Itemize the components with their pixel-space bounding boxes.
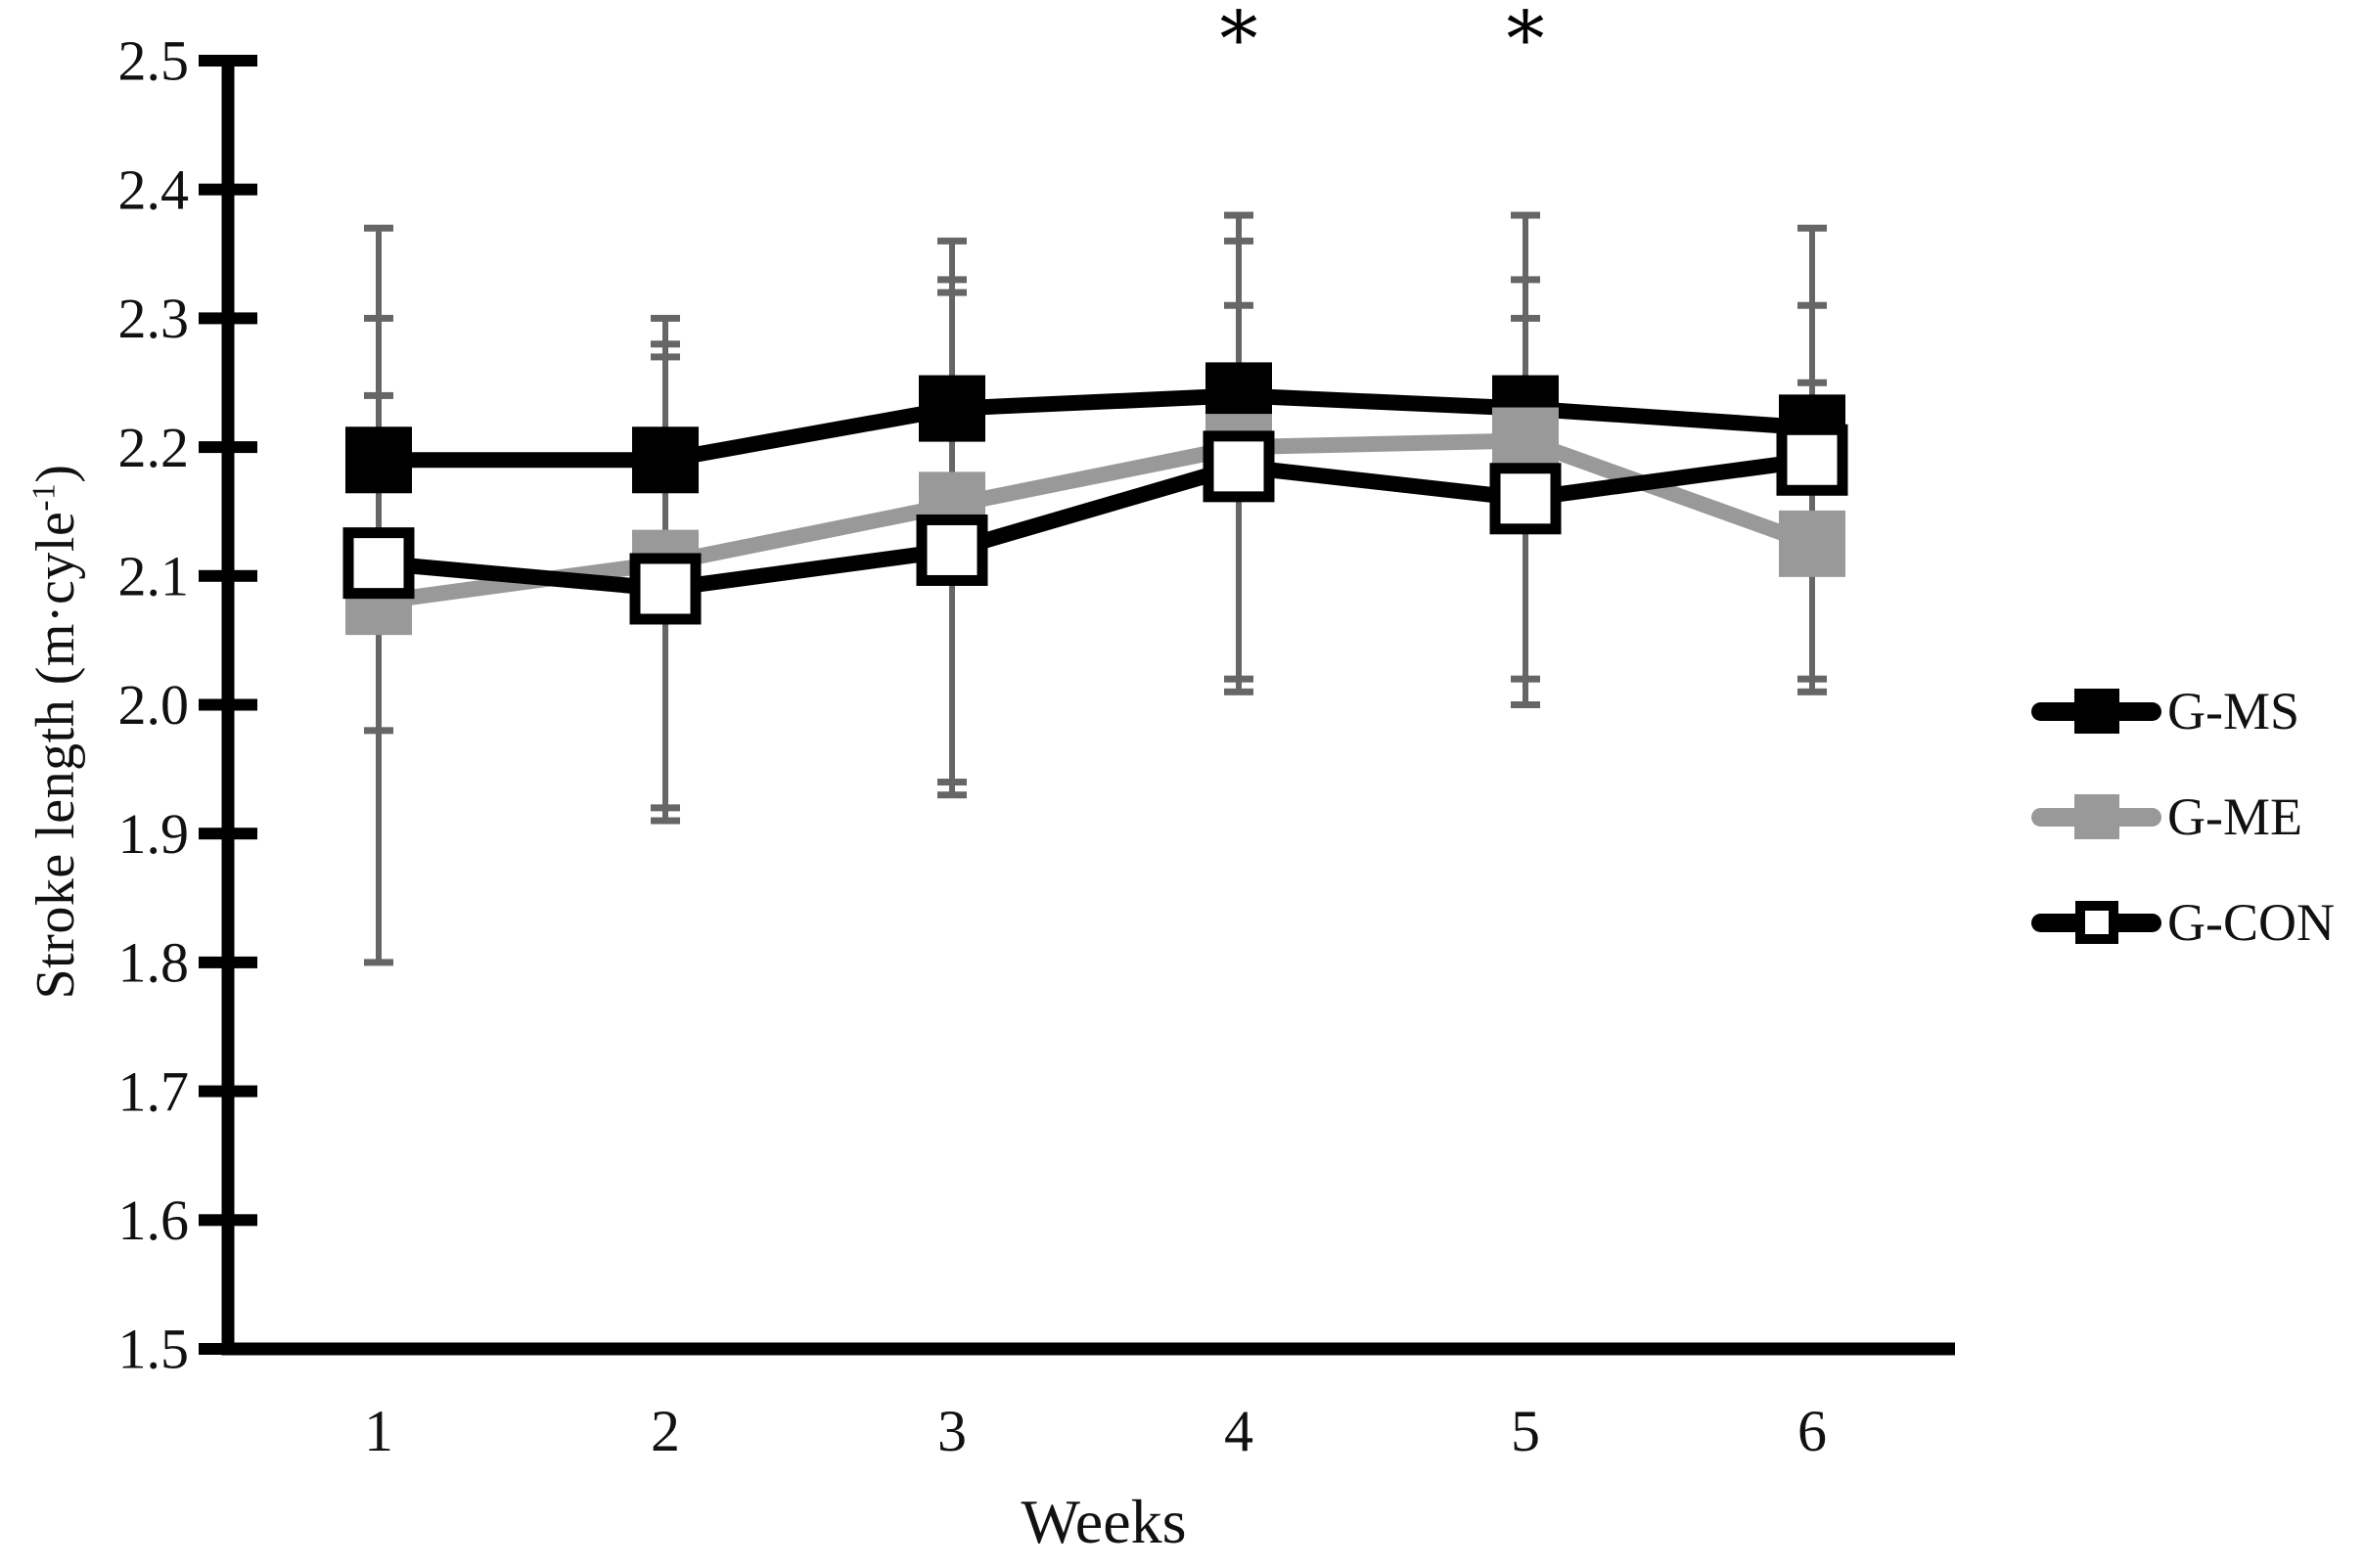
marker-g-ms-week-1: [345, 426, 412, 494]
g-me-swatch: [2031, 789, 2161, 844]
x-tick-label-week-3: 3: [937, 1399, 967, 1463]
error-bar-cap-bottom-g-con-week-6: [1797, 675, 1827, 683]
y-axis-title-text: Stroke length (m·cyle: [25, 511, 86, 1000]
x-tick-label-week-1: 1: [364, 1399, 393, 1463]
g-ms-marker-icon: [2073, 689, 2119, 734]
marker-g-con-week-5: [1489, 463, 1562, 535]
legend-label-g-ms: G-MS: [2167, 682, 2300, 740]
error-bar-cap-bottom-g-con-week-4: [1224, 688, 1253, 695]
error-bar-cap-bottom-g-me-week-1: [364, 959, 393, 966]
marker-g-ms-week-3: [919, 375, 985, 442]
error-bar-cap-top-g-con-week-2: [651, 353, 680, 361]
legend-label-g-me: G-ME: [2167, 787, 2302, 846]
y-axis-title: Stroke length (m·cyle-1): [24, 465, 87, 1000]
error-bar-cap-top-g-con-week-5: [1511, 276, 1540, 284]
series-line-g-ms: [371, 387, 1820, 469]
error-bar-cap-top-g-me-week-2: [651, 314, 680, 322]
g-me-marker-icon: [2073, 794, 2119, 839]
x-tick-label-week-4: 4: [1224, 1399, 1253, 1463]
error-bar-cap-top-g-me-week-3: [937, 237, 967, 245]
series-line-g-me: [371, 432, 1820, 610]
y-axis-tick: [199, 312, 257, 325]
y-axis-title-close: ): [25, 464, 86, 483]
error-bar-cap-top-g-con-week-1: [364, 391, 393, 399]
legend: G-MS G-ME G-CON: [2031, 658, 2335, 975]
marker-g-con-week-1: [342, 527, 415, 600]
error-bar-cap-top-g-me-week-1: [364, 224, 393, 232]
x-tick-label-week-5: 5: [1511, 1399, 1540, 1463]
y-tick-label: 2.5: [118, 29, 190, 93]
x-tick-label-week-6: 6: [1797, 1399, 1827, 1463]
error-bar-cap-top-g-con-week-6: [1797, 224, 1827, 232]
error-bar-cap-bottom-g-con-week-2: [651, 817, 680, 825]
y-axis-tick: [199, 441, 257, 454]
marker-g-me-week-6: [1779, 510, 1845, 577]
legend-item-g-me: G-ME: [2031, 764, 2335, 870]
error-bar-cap-bottom-g-me-week-6: [1797, 688, 1827, 695]
g-ms-swatch: [2031, 684, 2161, 739]
legend-item-g-ms: G-MS: [2031, 658, 2335, 764]
g-con-marker-icon: [2074, 901, 2118, 944]
y-tick-label: 2.4: [118, 157, 190, 221]
g-con-swatch: [2031, 895, 2161, 950]
y-axis-tick: [199, 569, 257, 582]
error-bar-cap-top-g-con-week-3: [937, 289, 967, 296]
y-axis-tick: [199, 828, 257, 840]
marker-g-con-week-3: [916, 514, 988, 586]
y-tick-label: 2.0: [118, 673, 190, 737]
y-tick-label: 1.7: [118, 1059, 190, 1123]
y-axis-tick: [199, 183, 257, 196]
y-axis-tick: [199, 1214, 257, 1227]
y-tick-label: 1.6: [118, 1188, 190, 1252]
error-bar-cap-top-g-me-week-4: [1224, 211, 1253, 219]
y-tick-label: 1.5: [118, 1318, 190, 1381]
error-bar-cap-top-g-con-week-4: [1224, 237, 1253, 245]
error-bar-cap-bottom-g-con-week-3: [937, 791, 967, 799]
marker-g-ms-week-2: [632, 426, 699, 494]
significance-asterisk-week5: *: [1506, 0, 1545, 84]
error-bar-cap-bottom-g-con-week-1: [364, 727, 393, 735]
legend-item-g-con: G-CON: [2031, 870, 2335, 975]
marker-g-me-week-5: [1492, 407, 1559, 474]
y-axis-title-superscript: -1: [25, 482, 63, 512]
x-axis-title: Weeks: [1021, 1487, 1187, 1556]
x-axis-line: [221, 1342, 1955, 1356]
y-axis-tick: [199, 956, 257, 968]
y-axis-tick: [199, 1343, 232, 1355]
y-tick-label: 2.1: [118, 545, 190, 608]
x-tick-label-week-2: 2: [651, 1399, 680, 1463]
y-tick-label: 2.2: [118, 416, 190, 479]
error-bar-cap-top-g-me-week-5: [1511, 211, 1540, 219]
series-line-g-con: [371, 452, 1820, 597]
significance-asterisk-week4: *: [1219, 0, 1258, 84]
y-tick-label: 1.8: [118, 931, 190, 995]
marker-g-con-week-2: [629, 553, 702, 625]
legend-label-g-con: G-CON: [2167, 893, 2335, 952]
y-axis-tick: [199, 1085, 257, 1098]
y-tick-label: 1.9: [118, 802, 190, 866]
y-axis-tick: [199, 698, 257, 711]
y-axis-tick: [199, 55, 257, 67]
error-bar-cap-bottom-g-con-week-5: [1511, 701, 1540, 708]
marker-g-con-week-4: [1203, 430, 1275, 503]
marker-g-con-week-6: [1776, 424, 1848, 496]
y-tick-label: 2.3: [118, 287, 190, 350]
